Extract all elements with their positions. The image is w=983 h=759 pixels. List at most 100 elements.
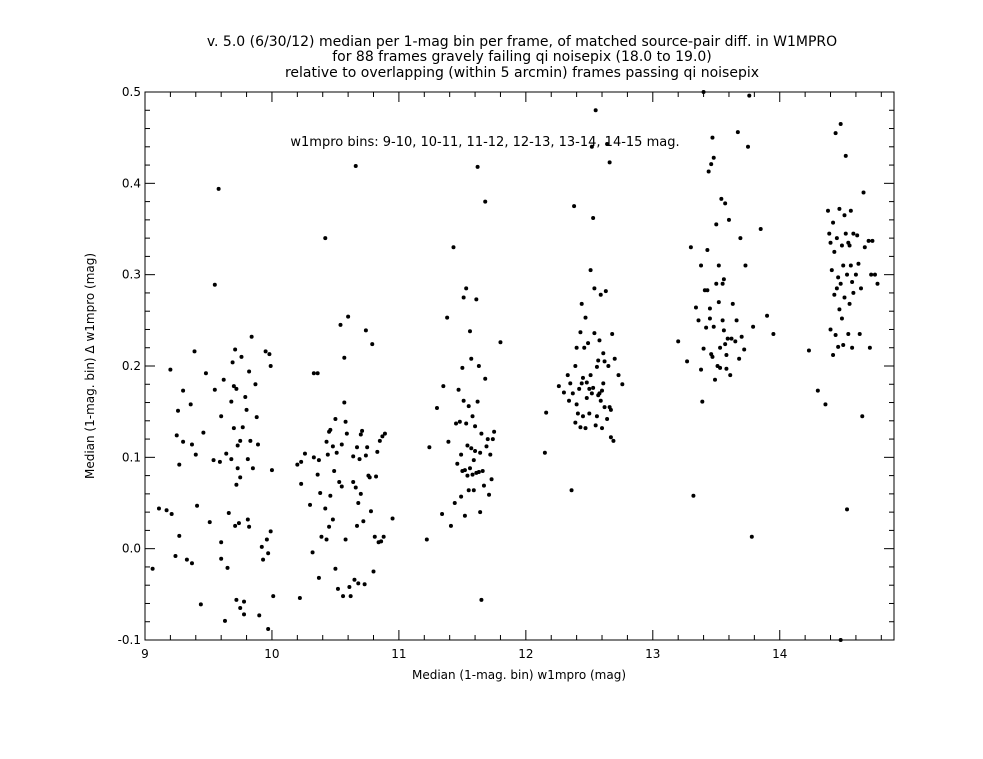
data-point	[591, 385, 596, 390]
data-point	[440, 511, 445, 516]
data-point	[318, 490, 323, 495]
data-point	[459, 452, 464, 457]
data-point	[233, 347, 238, 352]
data-point	[600, 426, 605, 431]
y-tick-label: 0.3	[122, 268, 141, 282]
data-point	[587, 386, 592, 391]
data-point	[189, 442, 194, 447]
data-point	[361, 519, 366, 524]
data-point	[836, 275, 841, 280]
data-point	[238, 438, 243, 443]
data-point	[299, 481, 304, 486]
data-point	[580, 375, 585, 380]
data-point	[825, 208, 830, 213]
data-point	[470, 414, 475, 419]
data-point	[203, 371, 208, 376]
data-point	[184, 557, 189, 562]
data-point	[726, 217, 731, 222]
data-point	[248, 438, 253, 443]
data-point	[866, 238, 871, 243]
data-point	[705, 248, 710, 253]
data-point	[473, 424, 478, 429]
data-point	[338, 322, 343, 327]
data-point	[600, 388, 605, 393]
data-point	[676, 339, 681, 344]
data-point	[358, 432, 363, 437]
data-point	[299, 459, 304, 464]
data-point	[451, 245, 456, 250]
data-point	[308, 502, 313, 507]
data-point	[247, 524, 252, 529]
data-point	[348, 594, 353, 599]
data-point	[696, 318, 701, 323]
chart-title: v. 5.0 (6/30/12) median per 1-mag bin pe…	[207, 34, 837, 81]
data-point	[573, 364, 578, 368]
data-point	[739, 334, 744, 339]
data-point	[377, 438, 382, 443]
data-point	[579, 381, 584, 386]
data-point	[201, 430, 206, 435]
data-point	[758, 227, 763, 231]
bins-annotation: w1mpro bins: 9-10, 10-11, 11-12, 12-13, …	[290, 135, 679, 150]
data-point	[610, 332, 615, 337]
data-point	[475, 399, 480, 404]
x-tick-label: 11	[391, 647, 406, 661]
data-point	[488, 452, 493, 457]
data-point	[734, 318, 739, 323]
y-tick-label: 0.1	[122, 450, 141, 464]
data-point	[707, 306, 712, 311]
data-point	[343, 419, 348, 424]
data-point	[850, 279, 855, 284]
data-point	[156, 506, 161, 511]
data-point	[448, 523, 453, 528]
data-point	[851, 290, 856, 295]
data-point	[700, 399, 705, 404]
data-point	[330, 517, 335, 522]
data-point	[742, 347, 747, 352]
data-point	[250, 466, 255, 471]
y-tick-label: 0.5	[122, 85, 141, 99]
data-point	[217, 459, 222, 464]
data-point	[233, 523, 238, 528]
data-point	[188, 402, 193, 407]
data-point	[368, 509, 373, 514]
data-point	[363, 328, 368, 333]
data-point	[476, 469, 481, 474]
data-point	[310, 550, 315, 555]
data-point	[838, 638, 843, 642]
data-point	[226, 511, 231, 516]
data-point	[254, 415, 259, 420]
data-point	[478, 510, 483, 515]
data-point	[828, 327, 833, 332]
data-point	[257, 613, 262, 618]
data-point	[231, 384, 236, 389]
data-point	[598, 398, 603, 403]
data-point	[573, 420, 578, 425]
data-point	[842, 295, 847, 300]
data-point	[843, 231, 848, 236]
data-point	[242, 612, 247, 617]
data-point	[492, 429, 497, 434]
data-point	[471, 488, 476, 493]
data-point	[297, 595, 302, 600]
data-point	[856, 261, 861, 266]
data-point	[235, 443, 240, 448]
data-point	[605, 416, 610, 421]
data-point	[460, 365, 465, 370]
data-point	[462, 513, 467, 518]
data-point	[343, 537, 348, 542]
data-point	[181, 439, 186, 444]
data-point	[771, 332, 776, 337]
data-point	[381, 534, 386, 539]
data-point	[586, 341, 591, 346]
data-point	[268, 364, 273, 368]
data-point	[242, 599, 247, 604]
data-point	[855, 233, 860, 238]
data-point	[701, 346, 706, 351]
x-tick-label: 13	[645, 647, 660, 661]
data-point	[222, 618, 227, 623]
x-tick-label: 12	[518, 647, 533, 661]
chart-title-line-3: relative to overlapping (within 5 arcmin…	[285, 65, 759, 81]
data-point	[834, 236, 839, 241]
data-point	[455, 461, 460, 466]
